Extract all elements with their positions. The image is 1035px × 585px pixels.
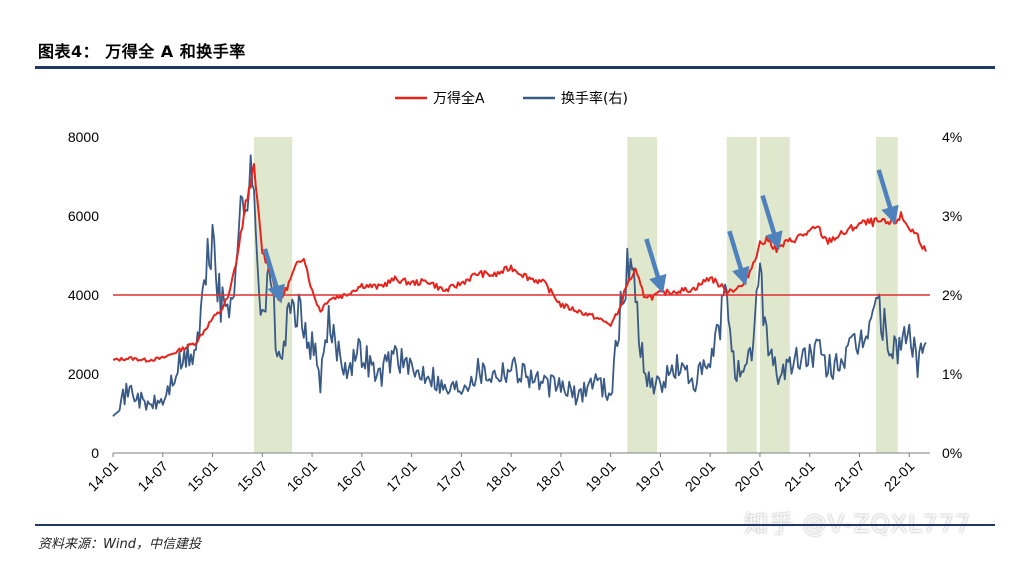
x-tick-label: 14-01 <box>84 458 121 495</box>
legend: 万得全A 换手率(右) <box>395 90 628 107</box>
x-tick-label: 19-01 <box>582 458 619 495</box>
title-divider <box>35 66 995 69</box>
legend-label-1: 换手率(右) <box>561 90 628 107</box>
source-note: 资料来源：Wind，中信建投 <box>38 537 201 552</box>
x-tick-label: 20-01 <box>682 458 719 495</box>
legend-label-0: 万得全A <box>433 90 485 107</box>
y-right-tick-label: 3% <box>942 208 962 224</box>
y-left-tick-label: 0 <box>91 445 99 461</box>
y-left-tick-label: 2000 <box>68 366 99 382</box>
trend-arrow-1 <box>644 238 667 294</box>
y-left-tick-label: 4000 <box>68 287 99 303</box>
x-axis: 14-01 14-07 15-01 15-07 16-01 16-07 17-01 17-07… <box>84 452 930 495</box>
x-tick-label: 18-07 <box>532 458 569 495</box>
y-right-tick-label: 4% <box>942 129 962 145</box>
y-left-tick-label: 6000 <box>68 208 99 224</box>
trend-arrow-3 <box>760 194 783 251</box>
trend-arrow-0 <box>262 248 285 304</box>
x-tick-label: 22-01 <box>881 458 918 495</box>
trend-arrows <box>262 169 899 304</box>
y-axis-left: 8000 6000 4000 2000 0 <box>68 129 99 461</box>
x-tick-label: 15-01 <box>184 458 221 495</box>
trend-arrow-2 <box>727 230 750 286</box>
trend-arrow-4 <box>876 169 899 225</box>
y-right-tick-label: 1% <box>942 366 962 382</box>
y-right-tick-label: 0% <box>942 445 962 461</box>
y-axis-right: 4% 3% 2% 1% 0% <box>942 129 962 461</box>
y-right-tick-label: 2% <box>942 287 962 303</box>
series-lines <box>112 154 927 417</box>
x-tick-label: 14-07 <box>134 458 171 495</box>
x-tick-label: 21-01 <box>781 458 818 495</box>
x-tick-label: 20-07 <box>731 458 768 495</box>
x-tick-label: 15-07 <box>234 458 271 495</box>
x-tick-label: 16-01 <box>284 458 321 495</box>
x-tick-label: 16-07 <box>333 458 370 495</box>
watermark: 知乎 @V-ZQXL777 <box>744 510 972 538</box>
x-tick-label: 21-07 <box>831 458 868 495</box>
x-tick-label: 17-01 <box>383 458 420 495</box>
x-tick-label: 18-01 <box>483 458 520 495</box>
source-divider <box>35 524 995 526</box>
x-tick-label: 19-07 <box>632 458 669 495</box>
series-line-wind-all-a <box>112 163 927 363</box>
y-left-tick-label: 8000 <box>68 129 99 145</box>
x-tick-label: 17-07 <box>433 458 470 495</box>
series-line-turnover <box>112 154 927 417</box>
figure-title: 图表4： 万得全 A 和换手率 <box>38 42 246 61</box>
